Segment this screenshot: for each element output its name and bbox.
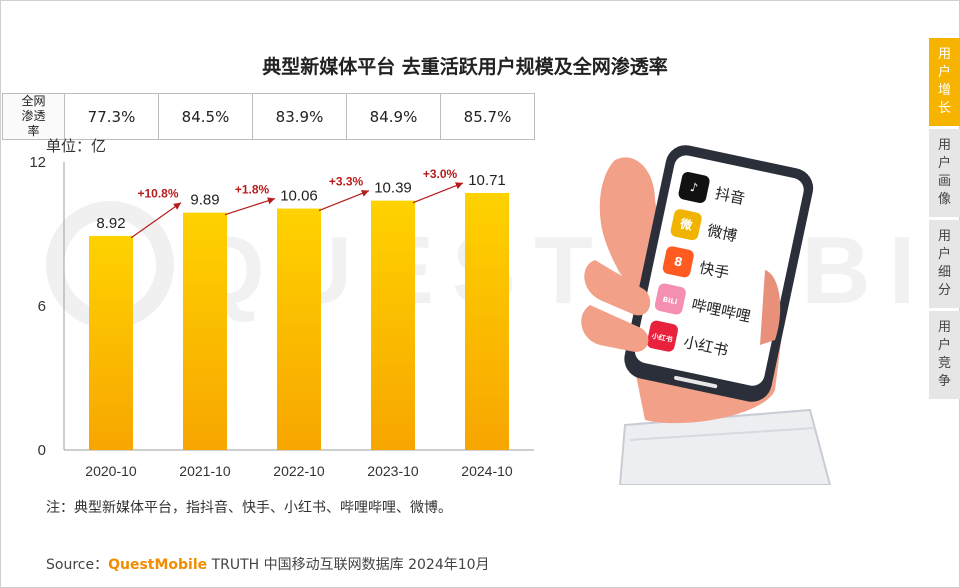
side-tab[interactable]: 用户增长 (929, 38, 960, 126)
growth-arrow (412, 182, 464, 204)
x-tick-label: 2023-10 (367, 463, 419, 479)
source-brand: QuestMobile (108, 557, 208, 573)
growth-arrow (224, 197, 276, 216)
app-name: 微博 (706, 221, 739, 245)
app-row: ♪ 抖音 (678, 171, 747, 208)
bar-chart: 12 6 0 8.92 2020-10 9.89 2021-10 10.06 2022-10 10… (29, 154, 534, 479)
growth-arrow (318, 189, 370, 212)
app-name: 抖音 (714, 184, 747, 208)
penetration-cell: 84.5% (158, 93, 253, 140)
value-label: 8.92 (96, 215, 125, 232)
app-row: 微微博 (670, 209, 739, 245)
penetration-header: 全网渗透率 (2, 93, 65, 140)
chart-title: 典型新媒体平台 去重活跃用户规模及全网渗透率 (262, 56, 668, 78)
penetration-table: 全网渗透率 77.3% 84.5% 83.9% 84.9% 85.7% (2, 93, 535, 140)
weibo-icon (670, 209, 702, 241)
xiaohongshu-icon (646, 320, 678, 352)
growth-label: +3.3% (329, 175, 364, 189)
x-tick-label: 2021-10 (179, 463, 231, 479)
x-tick-label: 2022-10 (273, 463, 325, 479)
growth-arrow (130, 202, 182, 239)
value-label: 10.06 (280, 188, 318, 205)
bar (465, 192, 509, 450)
value-label: 9.89 (190, 192, 219, 209)
y-tick-label: 6 (38, 298, 46, 315)
kuaishou-icon (662, 246, 694, 278)
side-tabs: 用户增长用户画像用户细分用户竞争 (929, 38, 960, 402)
unit-label: 单位：亿 (46, 137, 107, 155)
penetration-cell: 85.7% (440, 93, 535, 140)
sleeve (618, 408, 832, 485)
value-label: 10.39 (374, 180, 412, 197)
bar (277, 208, 321, 450)
app-badge: ♪ (689, 180, 699, 195)
finger (581, 305, 649, 352)
side-tab[interactable]: 用户细分 (929, 220, 960, 308)
growth-label: +3.0% (423, 167, 458, 181)
side-tab[interactable]: 用户画像 (929, 129, 960, 217)
app-row: 8 快手 (662, 246, 731, 283)
growth-label: +1.8% (235, 183, 270, 197)
source-prefix: Source： (46, 557, 109, 573)
source-line: Source：QuestMobile TRUTH 中国移动互联网数据库 2024… (46, 554, 490, 574)
douyin-icon (678, 171, 710, 203)
app-badge: 8 (673, 254, 684, 269)
source-suffix: TRUTH 中国移动互联网数据库 2024年10月 (207, 557, 490, 573)
app-badge: 微 (678, 215, 695, 233)
app-badge: BiLi (662, 296, 678, 307)
penetration-cell: 83.9% (252, 93, 347, 140)
bar (371, 200, 415, 450)
app-name: 快手 (698, 259, 731, 283)
y-tick-label: 12 (29, 154, 46, 171)
growth-label: +10.8% (137, 187, 178, 201)
bilibili-icon (654, 283, 686, 315)
finger (584, 260, 651, 316)
penetration-cell: 77.3% (64, 93, 159, 140)
bar (183, 212, 227, 450)
x-tick-label: 2024-10 (461, 463, 513, 479)
penetration-cell: 84.9% (346, 93, 441, 140)
bar (89, 235, 133, 450)
y-tick-label: 0 (38, 442, 46, 459)
value-label: 10.71 (468, 172, 506, 189)
x-tick-label: 2020-10 (85, 463, 137, 479)
footnote: 注：典型新媒体平台，指抖音、快手、小红书、哔哩哔哩、微博。 (46, 500, 452, 516)
side-tab[interactable]: 用户竞争 (929, 311, 960, 399)
